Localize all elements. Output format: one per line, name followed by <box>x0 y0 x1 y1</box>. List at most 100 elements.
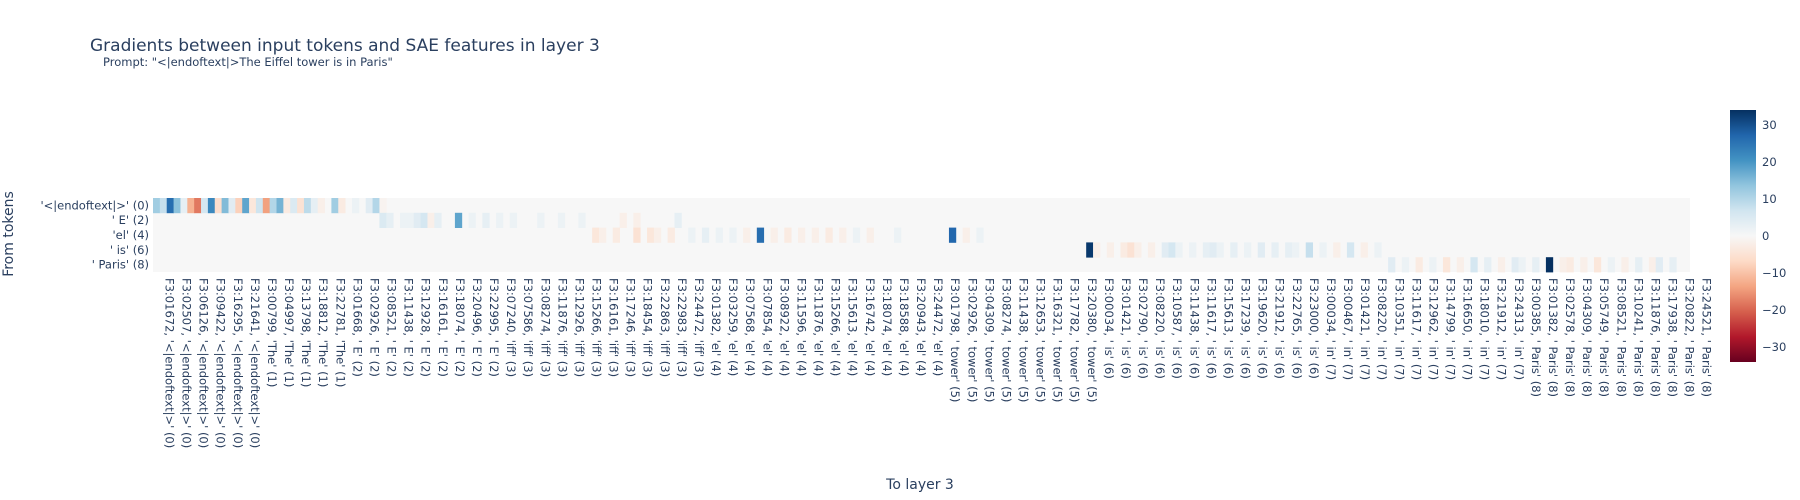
heatmap-cell <box>1333 242 1341 258</box>
x-tick-label: F3:11876, 'iff' (3) <box>555 278 569 377</box>
x-tick-label: F3:02790, ' is' (6) <box>1136 278 1150 379</box>
x-tick-label: F3:08220, ' is' (6) <box>1153 278 1167 379</box>
colorbar-tick-label: 0 <box>1762 229 1769 243</box>
x-tick-label: F3:20822, ' Paris' (8) <box>1683 278 1697 397</box>
x-tick-label: F3:02926, ' E' (2) <box>368 278 382 377</box>
x-tick-label: F3:06126, '<|endoftext|>' (0) <box>197 278 211 448</box>
x-tick-label: F3:08521, ' E' (2) <box>385 278 399 377</box>
heatmap-cell <box>1346 242 1355 258</box>
heatmap-cell <box>454 212 463 228</box>
x-tick-label: F3:17938, ' Paris' (8) <box>1666 278 1680 397</box>
heatmap-cell <box>1257 242 1265 258</box>
heatmap-cell <box>379 212 387 228</box>
heatmap-cell <box>221 198 229 214</box>
x-tick-label: F3:24521, ' Paris' (8) <box>1700 278 1714 397</box>
heatmap-cell <box>839 227 847 243</box>
x-tick-label: F3:12928, ' E' (2) <box>419 278 433 377</box>
heatmap-cell <box>1360 242 1368 258</box>
x-tick-label: F3:04997, 'The' (1) <box>282 278 296 387</box>
heatmap-cell <box>612 227 620 243</box>
heatmap-cell <box>338 198 346 214</box>
x-tick-label: F3:15266, 'el' (4) <box>829 278 843 376</box>
x-tick-label: F3:22765, ' is' (6) <box>1290 278 1304 379</box>
x-tick-label: F3:11596, 'el' (4) <box>795 278 809 376</box>
heatmap-cell <box>715 227 723 243</box>
heatmap-cell <box>482 212 490 228</box>
heatmap-cell <box>317 198 325 214</box>
colorbar-tick-label: −30 <box>1762 340 1786 354</box>
heatmap-cell <box>1518 257 1526 273</box>
heatmap-cell <box>729 227 737 243</box>
heatmap-cell <box>1559 257 1567 273</box>
heatmap-cell <box>770 227 778 243</box>
heatmap-cell <box>1161 242 1169 258</box>
heatmap-cell <box>1593 257 1602 273</box>
x-tick-label: F3:14799, ' in' (7) <box>1444 278 1458 380</box>
heatmap-cell <box>413 212 421 228</box>
heatmap-cell <box>269 198 277 214</box>
heatmap-cell <box>1648 257 1657 273</box>
x-tick-label: F3:12653, ' tower' (5) <box>1034 278 1048 402</box>
x-tick-label: F3:16321, ' tower' (5) <box>1051 278 1065 402</box>
x-tick-label: F3:02926, ' tower' (5) <box>965 278 979 402</box>
heatmap-cell <box>948 227 957 243</box>
x-tick-label: F3:16161, 'iff' (3) <box>607 278 621 377</box>
x-tick-label: F3:11438, ' tower' (5) <box>1017 278 1031 402</box>
x-tick-label: F3:11617, ' is' (6) <box>1204 278 1218 379</box>
heatmap-cell <box>797 227 806 243</box>
heatmap-cell <box>406 212 415 228</box>
x-tick-label: F3:10351, ' in' (7) <box>1392 278 1406 380</box>
heatmap-cell <box>283 198 291 214</box>
heatmap-cell <box>599 227 607 243</box>
x-tick-label: F3:01382, ' Paris' (8) <box>1546 278 1560 397</box>
chart-title: Gradients between input tokens and SAE f… <box>90 36 600 56</box>
x-tick-label: F3:03259, 'el' (4) <box>726 278 740 376</box>
heatmap-cell <box>1497 257 1506 273</box>
x-tick-label: F3:09422, '<|endoftext|>' (0) <box>214 278 228 448</box>
heatmap-cell <box>201 198 209 214</box>
x-axis-title: To layer 3 <box>885 477 954 493</box>
x-tick-label: F3:15266, 'iff' (3) <box>590 278 604 377</box>
x-tick-label: F3:04309, ' Paris' (8) <box>1580 278 1594 397</box>
heatmap-cell <box>310 198 319 214</box>
chart-subtitle: Prompt: "<|endoftext|>The Eiffel tower i… <box>103 55 393 69</box>
x-axis-ticks: F3:01672, '<|endoftext|>' (0) F3:02507, '… <box>163 278 1714 448</box>
x-tick-label: F3:22995, ' E' (2) <box>487 278 501 377</box>
x-tick-label: F3:04309, ' tower' (5) <box>982 278 996 402</box>
y-tick-label: ' is' (6) <box>110 243 149 257</box>
heatmap-cell <box>187 198 195 214</box>
x-tick-label: F3:00799, 'The' (1) <box>265 278 279 387</box>
heatmap-cell <box>1175 242 1183 258</box>
heatmap-cell <box>1292 242 1300 258</box>
x-tick-label: F3:19620, ' is' (6) <box>1256 278 1270 379</box>
heatmap-cell <box>1669 257 1677 273</box>
heatmap-cell <box>592 227 600 243</box>
colorbar-tick-label: −20 <box>1762 303 1786 317</box>
heatmap-cell <box>1127 242 1135 258</box>
x-tick-label: F3:11438, ' is' (6) <box>1187 278 1201 379</box>
x-tick-label: F3:17782, ' tower' (5) <box>1068 278 1082 402</box>
heatmap-cell <box>1209 242 1217 258</box>
y-axis-ticks: '<|endoftext|>' (0)' E' (2)'el' (4)' is'… <box>40 198 149 271</box>
heatmap-cell <box>743 227 751 243</box>
x-tick-label: F3:07854, 'el' (4) <box>760 278 774 376</box>
x-tick-label: F3:08220, ' in' (7) <box>1375 278 1389 380</box>
heatmap-cell <box>1086 242 1094 258</box>
heatmap-cell <box>1285 242 1293 258</box>
heatmap-cell <box>434 212 442 228</box>
x-tick-label: F3:00034, ' is' (6) <box>1102 278 1116 379</box>
heatmap-cell <box>852 227 861 243</box>
x-tick-label: F3:21641, '<|endoftext|>' (0) <box>248 278 262 448</box>
x-tick-label: F3:01672, '<|endoftext|>' (0) <box>163 278 177 448</box>
heatmap-cell <box>249 198 257 214</box>
heatmap-cell <box>1388 257 1396 273</box>
x-tick-label: F3:08922, 'el' (4) <box>777 278 791 376</box>
heatmap-cell <box>1429 257 1437 273</box>
x-tick-label: F3:24472, 'el' (4) <box>931 278 945 376</box>
x-tick-label: F3:00385, ' Paris' (8) <box>1529 278 1543 397</box>
x-tick-label: F3:16742, 'el' (4) <box>863 278 877 376</box>
heatmap-cell <box>386 212 394 228</box>
heatmap-cell <box>1607 257 1615 273</box>
heatmap-cell <box>825 227 833 243</box>
